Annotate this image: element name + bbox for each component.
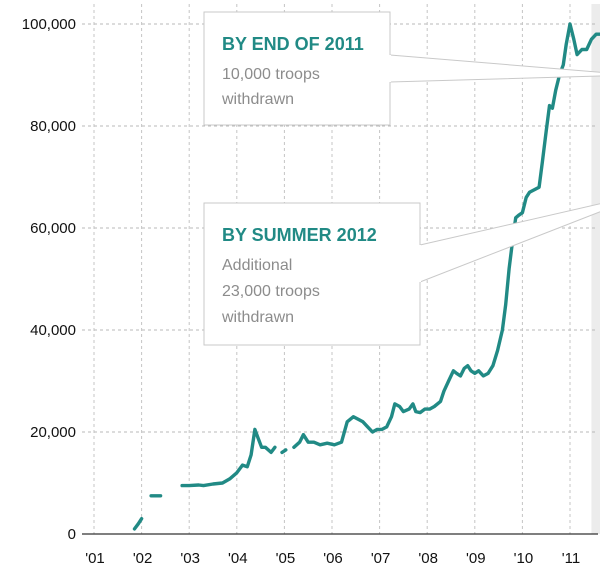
troop-line-segment: [280, 448, 288, 455]
callout-box-end-2011: [203, 11, 391, 126]
series-lines: [132, 22, 600, 531]
callout-box-summer-2012: [203, 202, 421, 346]
y-tick-label: 60,000: [30, 220, 76, 237]
callout-end-2011: BY END OF 2011 10,000 troops withdrawn: [203, 11, 600, 126]
y-tick-label: 100,000: [22, 16, 76, 33]
x-tick-label: '08: [418, 550, 438, 567]
callout-line-summer-2012-2: 23,000 troops: [222, 283, 320, 300]
x-tick-label: '06: [323, 550, 343, 567]
callout-line-summer-2012-1: Additional: [222, 257, 292, 274]
callout-title-summer-2012: BY SUMMER 2012: [222, 225, 377, 245]
callout-summer-2012: BY SUMMER 2012 Additional 23,000 troops …: [203, 202, 600, 346]
callout-title-end-2011: BY END OF 2011: [222, 34, 364, 54]
troop-line-segment: [132, 517, 144, 531]
callout-line-end-2011-1: 10,000 troops: [222, 66, 320, 83]
x-tick-label: '11: [562, 550, 580, 567]
troop-line-segment: [180, 427, 277, 488]
callout-line-end-2011-2: withdrawn: [221, 91, 294, 108]
x-tick-label: '09: [466, 550, 486, 567]
x-tick-label: '10: [514, 550, 534, 567]
x-tick-label: '07: [371, 550, 391, 567]
y-tick-label: 80,000: [30, 118, 76, 135]
callout-line-summer-2012-3: withdrawn: [221, 309, 294, 326]
x-tick-labels: '01'02'03'04'05'06'07'08'09'10'11'12: [85, 550, 580, 567]
x-tick-label: '04: [228, 550, 248, 567]
x-tick-label: '02: [133, 550, 153, 567]
y-tick-label: 0: [68, 526, 76, 543]
y-tick-labels: 0 20,000 40,000 60,000 80,000 100,000: [22, 16, 76, 543]
y-tick-label: 40,000: [30, 322, 76, 339]
troop-line-segment: [292, 22, 600, 449]
x-tick-label: '01: [85, 550, 105, 567]
shaded-projection-region: [591, 4, 600, 534]
callout-leader-end-2011: [389, 54, 600, 83]
y-tick-label: 20,000: [30, 424, 76, 441]
x-tick-label: '03: [180, 550, 200, 567]
x-tick-label: '05: [276, 550, 296, 567]
